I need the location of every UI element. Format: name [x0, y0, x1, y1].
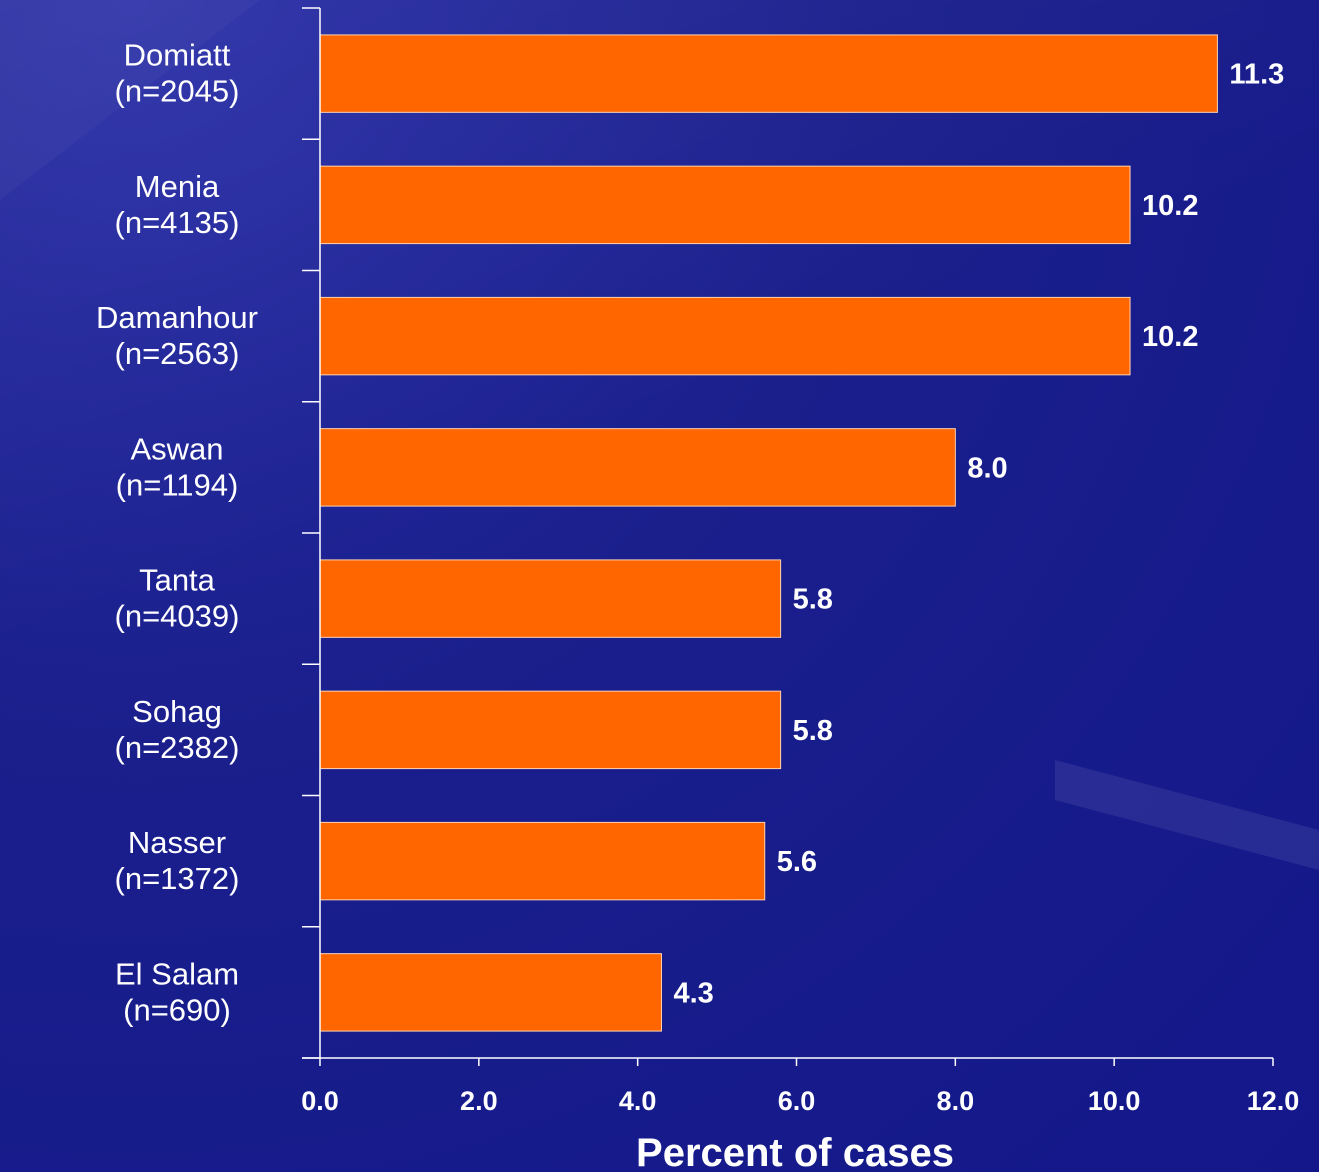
category-count-label: (n=2563): [115, 336, 240, 371]
bar: [319, 821, 766, 901]
category-label: Domiatt: [124, 38, 231, 73]
bar: [319, 428, 956, 507]
category-count-label: (n=1194): [116, 467, 239, 502]
x-tick-label: 8.0: [937, 1086, 975, 1116]
bar-value-label: 10.2: [1142, 321, 1198, 353]
x-tick-label: 2.0: [460, 1086, 498, 1116]
x-tick-label: 4.0: [619, 1086, 657, 1116]
bar: [319, 165, 1131, 245]
bar-value-label: 8.0: [967, 452, 1007, 484]
category-count-label: (n=1372): [115, 861, 240, 896]
bar-value-label: 5.8: [793, 584, 833, 616]
category-count-label: (n=4135): [115, 205, 240, 240]
category-label: Damanhour: [96, 300, 258, 335]
bar: [319, 559, 782, 638]
category-label: Menia: [135, 169, 220, 204]
x-tick-label: 6.0: [778, 1086, 816, 1116]
category-label: Tanta: [139, 563, 216, 598]
category-count-label: (n=2045): [115, 74, 240, 109]
bar: [319, 296, 1131, 376]
x-tick-label: 12.0: [1247, 1086, 1300, 1116]
category-count-label: (n=4039): [115, 599, 240, 634]
bar: [319, 690, 782, 770]
bar: [319, 34, 1218, 113]
bar: [319, 953, 662, 1032]
category-label: Sohag: [132, 694, 222, 729]
bar-value-label: 11.3: [1229, 59, 1284, 91]
bar-value-label: 4.3: [673, 977, 713, 1009]
bar-value-label: 10.2: [1142, 190, 1198, 222]
x-axis-title: Percent of cases: [636, 1131, 954, 1172]
category-label: Aswan: [130, 431, 223, 466]
bar-value-label: 5.8: [793, 715, 833, 747]
category-count-label: (n=2382): [115, 730, 240, 765]
background-streak: [1055, 760, 1319, 870]
category-label: Nasser: [128, 825, 226, 860]
x-tick-label: 0.0: [301, 1086, 339, 1116]
bar-value-label: 5.6: [777, 846, 817, 878]
category-count-label: (n=690): [123, 992, 231, 1027]
x-tick-label: 10.0: [1088, 1086, 1141, 1116]
category-label: El Salam: [115, 956, 239, 991]
